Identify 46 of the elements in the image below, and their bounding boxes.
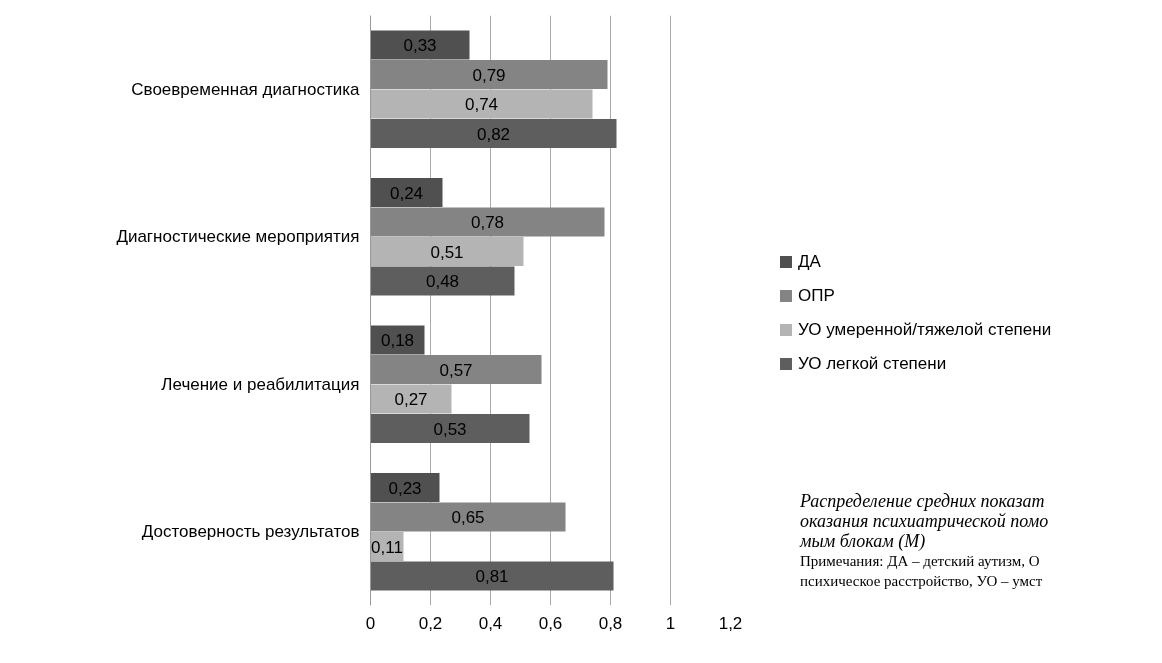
text: оказания психиатрической помо (800, 511, 1049, 531)
data-label: 0,53 (433, 419, 467, 439)
x-tick-label: 0,6 (538, 613, 563, 633)
text: мым блокам (М) (800, 531, 927, 551)
y-tick-label: Лечение и реабилитация (161, 374, 360, 394)
data-label: 0,23 (388, 478, 422, 498)
text: Примечания: ДА – детский аутизм, О (800, 552, 1041, 571)
data-label: 0,65 (451, 508, 485, 527)
x-tick-label: 0,2 (418, 613, 443, 633)
data-label: 0,48 (425, 272, 460, 291)
bar (370, 266, 515, 296)
legend-label: УО легкой степени (798, 352, 947, 375)
data-label: 0,79 (472, 65, 506, 85)
data-label: 0,78 (470, 213, 505, 232)
bar (370, 414, 530, 443)
bar (370, 561, 614, 591)
x-tick-label: 0,8 (598, 613, 623, 633)
x-tick-label: 1,2 (718, 613, 743, 633)
x-tick-label: 0,4 (478, 613, 503, 633)
text: Распределение средних показат (800, 491, 1046, 511)
x-tick-label: 1 (665, 613, 676, 633)
data-label: 0,57 (439, 360, 473, 380)
data-label: 0,33 (403, 36, 437, 55)
y-tick-label: Достоверность результатов (141, 522, 360, 542)
data-label: 0,81 (475, 567, 509, 586)
data-label: 0,51 (430, 242, 464, 262)
data-label: 0,74 (464, 95, 499, 114)
y-tick-label: Своевременная диагностика (131, 79, 361, 99)
bar (370, 502, 566, 532)
bar (370, 207, 605, 237)
bar (370, 119, 617, 148)
bar (370, 178, 443, 207)
data-label: 0,18 (380, 331, 415, 350)
data-label: 0,82 (476, 124, 511, 144)
bar (370, 355, 542, 384)
data-label: 0,11 (371, 537, 403, 557)
data-label: 0,24 (389, 183, 424, 203)
legend-label: УО умеренной/тяжелой степени (798, 318, 1052, 341)
legend-label: ДА (798, 250, 821, 273)
text: психическое расстройство, УО – умст (800, 572, 1044, 591)
bar (370, 60, 608, 89)
y-tick-label: Диагностические мероприятия (116, 227, 360, 247)
legend-label: ОПР (798, 284, 835, 307)
x-tick-label: 0 (365, 613, 376, 633)
bar (370, 473, 440, 502)
data-label: 0,27 (394, 390, 428, 409)
